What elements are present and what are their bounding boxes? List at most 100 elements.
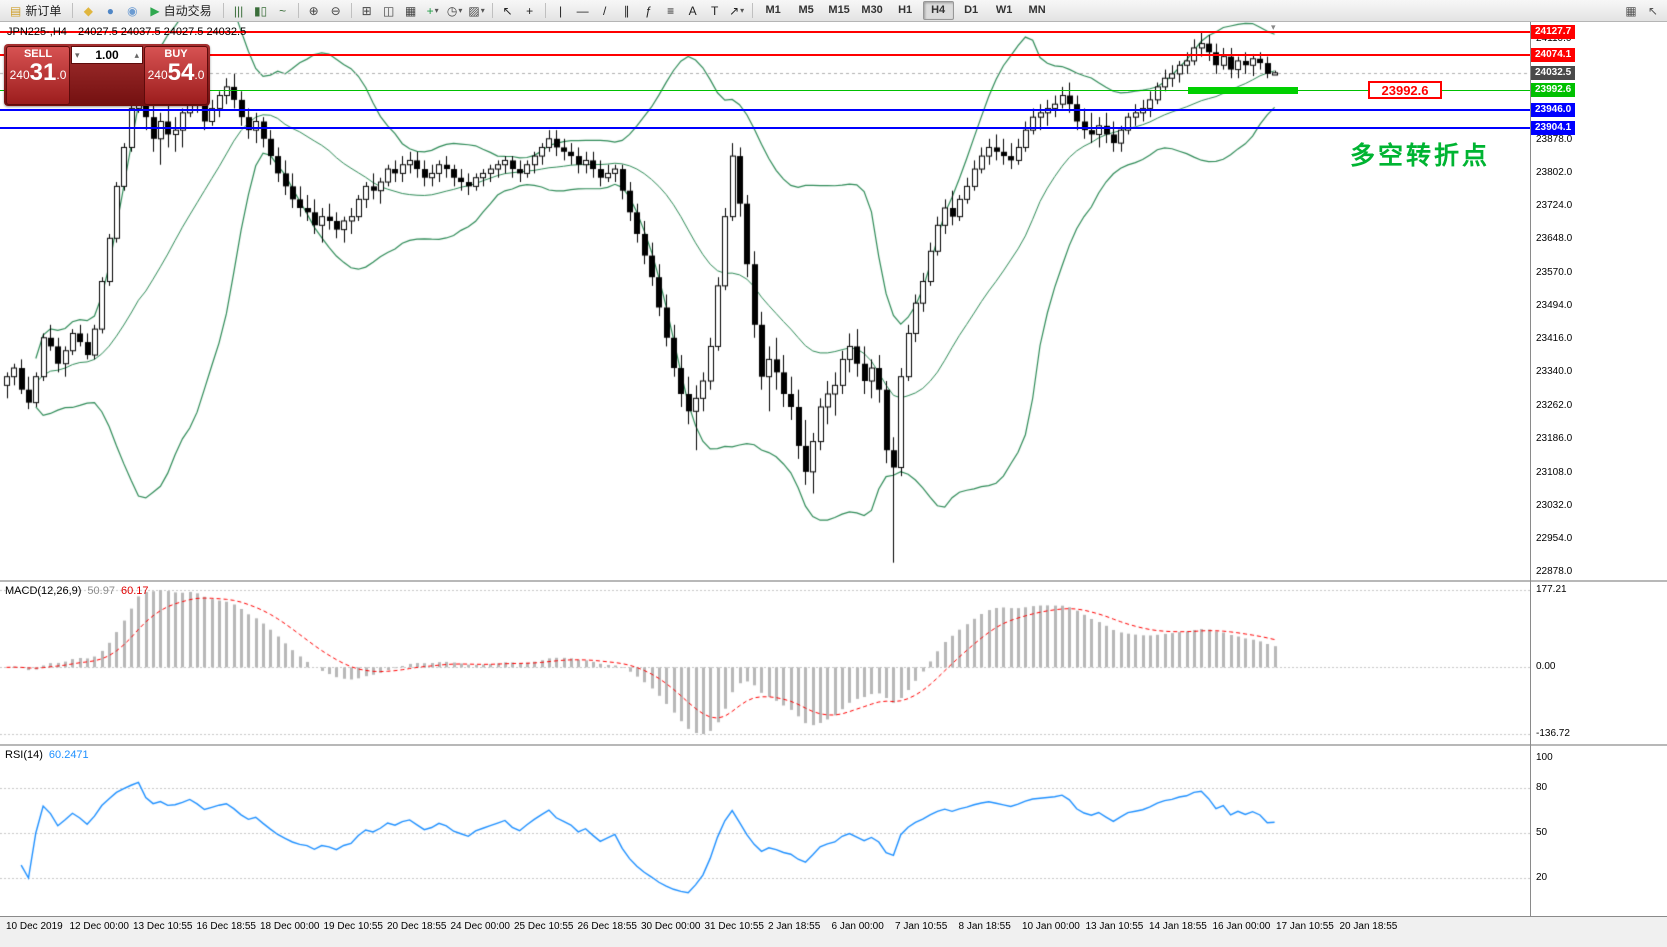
- price-axis-tick: 22954.0: [1536, 533, 1573, 545]
- time-axis-label: 10 Jan 00:00: [1022, 921, 1080, 932]
- buy-button[interactable]: BUY 240 54.0: [144, 46, 208, 105]
- price-tag: 24032.5: [1531, 65, 1576, 80]
- bar-chart-icon[interactable]: |||: [233, 3, 244, 18]
- time-axis-label: 31 Dec 10:55: [704, 921, 765, 932]
- timeframe-button-m5[interactable]: M5: [798, 4, 814, 16]
- new-order-button[interactable]: ▤ 新订单: [4, 2, 67, 20]
- price-axis-tick: 23494.0: [1536, 299, 1573, 311]
- volume-increase-icon[interactable]: ▴: [134, 49, 139, 60]
- resistance-line-upper[interactable]: [0, 30, 1530, 33]
- zoom-in-icon[interactable]: ⊕: [308, 3, 319, 18]
- autotrading-button[interactable]: ▶ 自动交易: [144, 2, 217, 20]
- price-axis-tick: 23802.0: [1536, 166, 1573, 178]
- one-click-trading-panel: SELL 240 31.0 ▾ 1.00 ▴ BUY 240 54.0: [4, 44, 210, 106]
- time-axis-label: 13 Dec 10:55: [133, 921, 193, 932]
- timeframe-button-m1[interactable]: M1: [765, 4, 781, 16]
- price-tag: 24127.7: [1531, 24, 1576, 39]
- time-axis[interactable]: 10 Dec 2019 12 Dec 00:00 13 Dec 10:55 16 De…: [0, 916, 1667, 947]
- crosshair-icon[interactable]: +: [526, 3, 534, 18]
- price-axis-tick: 23032.0: [1536, 499, 1573, 511]
- indicators-button-icon: +: [426, 3, 434, 18]
- toolbar-separator: [491, 3, 493, 18]
- rsi-axis-label: 50: [1536, 827, 1548, 838]
- rsi-label: RSI(14) 60.2471: [5, 749, 89, 761]
- price-axis-tick: 23186.0: [1536, 432, 1573, 444]
- timeframe-button-m15[interactable]: M15: [828, 4, 850, 16]
- metaeditor-icon[interactable]: ◆: [83, 3, 93, 18]
- cursor-icon[interactable]: ↖: [502, 3, 513, 18]
- toolbar-separator: [297, 3, 299, 18]
- timeframe-button-h1[interactable]: H1: [898, 4, 913, 16]
- tile-windows-icon[interactable]: ◫: [382, 3, 395, 18]
- macd-indicator-canvas[interactable]: [0, 582, 1530, 744]
- price-axis-tick: 23340.0: [1536, 366, 1573, 378]
- turning-point-line[interactable]: [0, 89, 1530, 91]
- candlestick-chart-icon[interactable]: ▮▯: [254, 3, 268, 18]
- turning-point-annotation[interactable]: 多空转折点: [1350, 142, 1491, 170]
- chart-window-icon[interactable]: ▦: [1625, 3, 1637, 18]
- panel-separator[interactable]: [0, 744, 1667, 746]
- templates-button[interactable]: ▨ ▾: [467, 2, 487, 20]
- support-line-upper[interactable]: [0, 109, 1530, 112]
- sell-price-prefix: 240: [9, 68, 30, 82]
- macd-axis-label: 177.21: [1536, 584, 1567, 595]
- price-axis-tick: 23108.0: [1536, 466, 1573, 478]
- buy-button-label: BUY: [164, 48, 188, 60]
- toolbar-separator: [751, 3, 753, 18]
- price-callout-label[interactable]: 23992.6: [1368, 81, 1442, 99]
- zoom-out-icon[interactable]: ⊖: [330, 3, 341, 18]
- price-axis-border: [1530, 22, 1531, 916]
- price-tag: 23904.1: [1531, 121, 1576, 136]
- indicators-button[interactable]: + ▾: [423, 2, 443, 20]
- arrows-button-icon: ↗: [729, 3, 740, 18]
- periods-button[interactable]: ◷ ▾: [445, 2, 465, 20]
- time-axis-label: 19 Dec 10:55: [323, 921, 384, 932]
- volume-decrease-icon[interactable]: ▾: [75, 49, 80, 60]
- support-line-lower[interactable]: [0, 127, 1530, 130]
- info-icon[interactable]: ◉: [127, 3, 138, 18]
- time-axis-label: 2 Jan 18:55: [768, 921, 821, 932]
- text-icon[interactable]: A: [688, 3, 697, 18]
- volume-input[interactable]: ▾ 1.00 ▴: [71, 46, 143, 64]
- panel-separator[interactable]: [0, 580, 1667, 582]
- price-axis-tick: 23416.0: [1536, 333, 1573, 345]
- vertical-line-icon[interactable]: |: [559, 3, 563, 18]
- price-axis-tick: 23262.0: [1536, 400, 1573, 412]
- turning-point-thick-line[interactable]: [1188, 86, 1298, 94]
- main-chart-canvas[interactable]: [0, 22, 1530, 580]
- text-label-icon[interactable]: T: [710, 3, 719, 18]
- price-axis-tick: 23724.0: [1536, 200, 1573, 212]
- pointer-mode-icon[interactable]: ↖: [1647, 3, 1659, 18]
- timeframe-button-h4[interactable]: H4: [922, 1, 954, 20]
- toolbar-separator: [222, 3, 224, 18]
- timeframe-button-m30[interactable]: M30: [861, 4, 883, 16]
- rsi-axis-label: 20: [1536, 872, 1548, 883]
- sell-button[interactable]: SELL 240 31.0: [6, 46, 70, 105]
- macd-name: MACD(12,26,9): [5, 585, 82, 597]
- trendline-icon[interactable]: /: [602, 3, 607, 18]
- profiles-icon[interactable]: ●: [106, 3, 114, 18]
- ohlc-values: 24027.5 24037.5 24027.5 24032.5: [77, 26, 247, 38]
- rsi-indicator-canvas[interactable]: [0, 746, 1530, 916]
- timeframe-button-mn[interactable]: MN: [1028, 4, 1046, 16]
- time-axis-label: 24 Dec 00:00: [450, 921, 511, 932]
- new-chart-icon[interactable]: ⊞: [361, 3, 372, 18]
- buy-price: 240 54.0: [148, 61, 205, 85]
- resistance-line-lower[interactable]: [0, 53, 1530, 56]
- shapes-icon[interactable]: ≡: [667, 3, 675, 18]
- time-axis-label: 30 Dec 00:00: [641, 921, 701, 932]
- channel-icon[interactable]: ∥: [623, 3, 630, 18]
- arrows-button[interactable]: ↗ ▾: [727, 2, 747, 20]
- time-axis-label: 16 Jan 00:00: [1212, 921, 1271, 932]
- volume-value: 1.00: [95, 48, 119, 62]
- cascade-windows-icon[interactable]: ▦: [404, 3, 417, 18]
- chart-title: JPN225-,H4 24027.5 24037.5 24027.5 24032…: [7, 26, 246, 38]
- chart-shift-marker-icon[interactable]: ▾: [1271, 22, 1276, 32]
- timeframe-button-d1[interactable]: D1: [964, 4, 979, 16]
- fibonacci-icon[interactable]: ƒ: [645, 3, 652, 18]
- line-chart-icon[interactable]: ~: [279, 3, 287, 18]
- buy-price-suffix: .0: [194, 68, 205, 82]
- timeframe-button-w1[interactable]: W1: [995, 4, 1013, 16]
- horizontal-line-icon[interactable]: —: [576, 3, 589, 18]
